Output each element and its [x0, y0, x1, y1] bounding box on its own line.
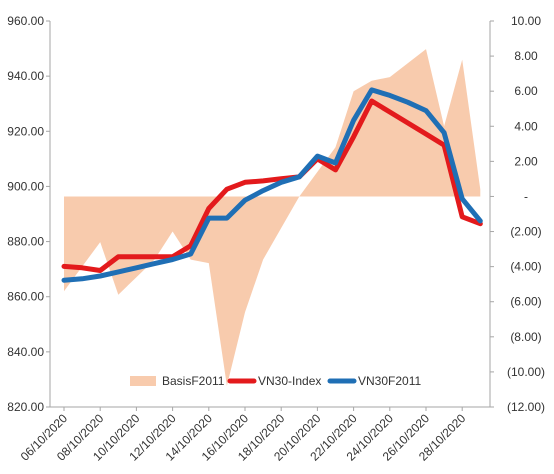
point-vn30f2011 — [371, 89, 373, 91]
legend-label-vn30f2011: VN30F2011 — [358, 374, 421, 388]
point-vn30-index — [479, 223, 481, 225]
point-vn30f2011 — [280, 181, 282, 183]
legend: BasisF2011 VN30-Index VN30F2011 — [130, 374, 421, 388]
point-vn30-index — [99, 269, 101, 272]
point-vn30f2011 — [334, 162, 337, 164]
left-tick-label: 820.00 — [7, 400, 44, 414]
right-tick-label: (2.00) — [510, 225, 541, 239]
point-vn30f2011 — [298, 176, 300, 178]
point-vn30f2011 — [479, 220, 481, 222]
point-vn30f2011 — [135, 267, 137, 269]
left-axis-ticks: 820.00 840.00 860.00 880.00 900.00 920.00 940.… — [7, 14, 50, 414]
left-tick-label: 840.00 — [7, 345, 44, 359]
left-tick-label: 920.00 — [7, 124, 44, 138]
point-vn30-index — [190, 245, 192, 247]
legend-label-basisf2011: BasisF2011 — [162, 374, 225, 388]
right-tick-label: (4.00) — [510, 260, 541, 274]
right-tick-label: - — [524, 189, 528, 203]
right-axis-ticks: (12.00) (10.00) (8.00) (6.00) (4.00) (2.00) - 2… — [490, 14, 545, 414]
point-vn30-index — [63, 265, 65, 267]
point-vn30-index — [280, 178, 282, 180]
point-vn30f2011 — [389, 94, 391, 96]
left-tick-label: 900.00 — [7, 179, 44, 193]
point-vn30f2011 — [407, 101, 409, 103]
left-tick-label: 860.00 — [7, 290, 44, 304]
point-vn30-index — [353, 136, 355, 138]
point-vn30-index — [262, 180, 264, 182]
point-vn30f2011 — [353, 119, 355, 121]
point-vn30-index — [117, 256, 119, 258]
x-axis-ticks: 06/10/202008/10/202010/10/202012/10/2020… — [18, 407, 469, 464]
point-vn30-index — [153, 256, 156, 258]
point-vn30f2011 — [172, 258, 174, 261]
legend-label-vn30-index: VN30-Index — [258, 374, 321, 388]
point-vn30f2011 — [117, 271, 119, 273]
point-vn30f2011 — [461, 198, 463, 200]
point-vn30f2011 — [262, 190, 264, 192]
point-vn30f2011 — [226, 217, 228, 219]
point-vn30f2011 — [153, 263, 156, 265]
series-area-basisf2011 — [64, 49, 481, 386]
point-vn30-index — [208, 207, 210, 210]
point-vn30-index — [371, 100, 373, 102]
series-line-vn30-index — [61, 98, 483, 273]
point-vn30-index — [135, 256, 137, 258]
point-vn30f2011 — [443, 132, 445, 134]
point-vn30f2011 — [63, 279, 65, 281]
right-tick-label: 2.00 — [514, 154, 538, 168]
right-tick-label: 4.00 — [514, 119, 538, 133]
point-vn30-index — [334, 169, 337, 171]
point-vn30-index — [425, 133, 427, 135]
legend-swatch-basisf2011 — [130, 376, 156, 386]
point-vn30-index — [81, 267, 83, 269]
right-tick-label: 6.00 — [514, 84, 538, 98]
point-vn30f2011 — [316, 155, 318, 157]
series-lines-layer — [61, 87, 483, 283]
left-tick-label: 960.00 — [7, 14, 44, 28]
right-tick-label: (12.00) — [507, 400, 545, 414]
left-tick-label: 880.00 — [7, 235, 44, 249]
series-line-vn30f2011 — [61, 87, 483, 283]
point-vn30f2011 — [208, 217, 210, 219]
point-vn30-index — [226, 188, 228, 190]
point-vn30f2011 — [244, 199, 246, 201]
point-vn30f2011 — [99, 275, 101, 277]
point-vn30-index — [443, 144, 445, 146]
axes-layer — [49, 21, 491, 408]
right-tick-label: 10.00 — [511, 14, 541, 28]
left-tick-label: 940.00 — [7, 69, 44, 83]
point-vn30-index — [389, 111, 391, 113]
point-vn30f2011 — [425, 110, 427, 112]
point-vn30-index — [461, 216, 463, 218]
right-tick-label: (10.00) — [507, 365, 545, 379]
right-tick-label: (8.00) — [510, 330, 541, 344]
point-vn30-index — [407, 122, 409, 124]
point-vn30f2011 — [190, 253, 192, 255]
point-vn30f2011 — [81, 278, 83, 280]
right-tick-label: 8.00 — [514, 49, 538, 63]
point-vn30-index — [244, 181, 246, 183]
basis-area-layer — [64, 49, 481, 386]
right-tick-label: (6.00) — [510, 295, 541, 309]
